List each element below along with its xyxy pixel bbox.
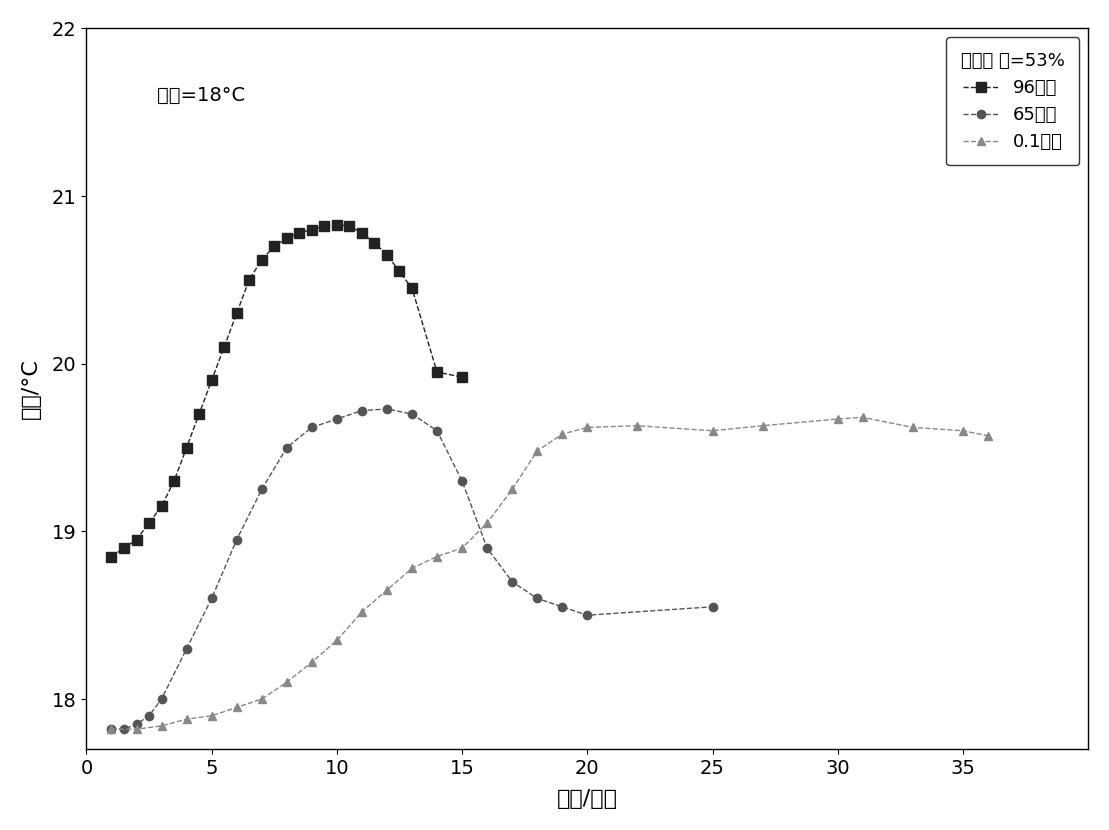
96兆帕 [267, 242, 281, 251]
Line: 65兆帕: 65兆帕 [108, 405, 716, 734]
96兆帕 [380, 250, 394, 260]
0.1兆帕 [631, 421, 644, 431]
X-axis label: 时间/分钟: 时间/分钟 [557, 789, 618, 809]
96兆帕 [355, 228, 368, 238]
96兆帕 [330, 219, 344, 229]
96兆帕 [393, 266, 406, 276]
96兆帕 [317, 222, 330, 232]
0.1兆帕 [831, 414, 844, 424]
65兆帕 [142, 710, 155, 720]
65兆帕 [330, 414, 344, 424]
65兆帕 [581, 610, 594, 620]
65兆帕 [105, 725, 119, 735]
0.1兆帕 [530, 446, 543, 456]
Line: 96兆帕: 96兆帕 [106, 220, 467, 561]
96兆帕 [281, 233, 294, 243]
0.1兆帕 [305, 657, 318, 667]
65兆帕 [230, 535, 243, 544]
65兆帕 [118, 725, 131, 735]
65兆帕 [430, 426, 444, 436]
65兆帕 [556, 602, 569, 612]
0.1兆帕 [756, 421, 770, 431]
0.1兆帕 [281, 677, 294, 687]
0.1兆帕 [480, 518, 494, 528]
65兆帕 [456, 476, 469, 486]
0.1兆帕 [155, 721, 169, 731]
65兆帕 [705, 602, 719, 612]
96兆帕 [217, 342, 231, 352]
96兆帕 [456, 372, 469, 382]
65兆帕 [405, 409, 418, 419]
96兆帕 [105, 551, 119, 561]
0.1兆帕 [906, 422, 919, 432]
0.1兆帕 [205, 710, 218, 720]
96兆帕 [305, 225, 318, 235]
96兆帕 [368, 238, 381, 248]
96兆帕 [167, 476, 181, 486]
Text: 温度=18°C: 温度=18°C [156, 86, 245, 105]
0.1兆帕 [981, 431, 995, 441]
65兆帕 [130, 720, 143, 730]
65兆帕 [180, 644, 193, 654]
96兆帕 [205, 375, 218, 385]
Legend: 96兆帕, 65兆帕, 0.1兆帕: 96兆帕, 65兆帕, 0.1兆帕 [946, 37, 1079, 165]
0.1兆帕 [456, 543, 469, 553]
0.1兆帕 [330, 635, 344, 645]
65兆帕 [530, 593, 543, 603]
65兆帕 [355, 406, 368, 416]
0.1兆帕 [956, 426, 969, 436]
96兆帕 [255, 255, 268, 265]
0.1兆帕 [506, 485, 519, 495]
0.1兆帕 [230, 702, 243, 712]
96兆帕 [130, 535, 143, 544]
0.1兆帕 [556, 429, 569, 439]
65兆帕 [506, 577, 519, 587]
Y-axis label: 温度/°C: 温度/°C [21, 359, 41, 419]
Line: 0.1兆帕: 0.1兆帕 [108, 413, 993, 734]
65兆帕 [281, 442, 294, 452]
96兆帕 [230, 309, 243, 319]
0.1兆帕 [255, 694, 268, 704]
65兆帕 [255, 485, 268, 495]
65兆帕 [480, 543, 494, 553]
0.1兆帕 [705, 426, 719, 436]
0.1兆帕 [581, 422, 594, 432]
0.1兆帕 [180, 714, 193, 724]
96兆帕 [405, 283, 418, 293]
65兆帕 [305, 422, 318, 432]
0.1兆帕 [405, 564, 418, 574]
65兆帕 [205, 593, 218, 603]
96兆帕 [293, 228, 306, 238]
65兆帕 [380, 404, 394, 414]
96兆帕 [243, 275, 256, 285]
96兆帕 [155, 501, 169, 511]
96兆帕 [118, 543, 131, 553]
96兆帕 [430, 367, 444, 377]
65兆帕 [155, 694, 169, 704]
96兆帕 [180, 442, 193, 452]
0.1兆帕 [130, 725, 143, 735]
0.1兆帕 [105, 725, 119, 735]
0.1兆帕 [856, 413, 869, 422]
0.1兆帕 [430, 551, 444, 561]
96兆帕 [142, 518, 155, 528]
96兆帕 [193, 409, 206, 419]
0.1兆帕 [355, 607, 368, 617]
0.1兆帕 [380, 585, 394, 595]
96兆帕 [343, 222, 356, 232]
